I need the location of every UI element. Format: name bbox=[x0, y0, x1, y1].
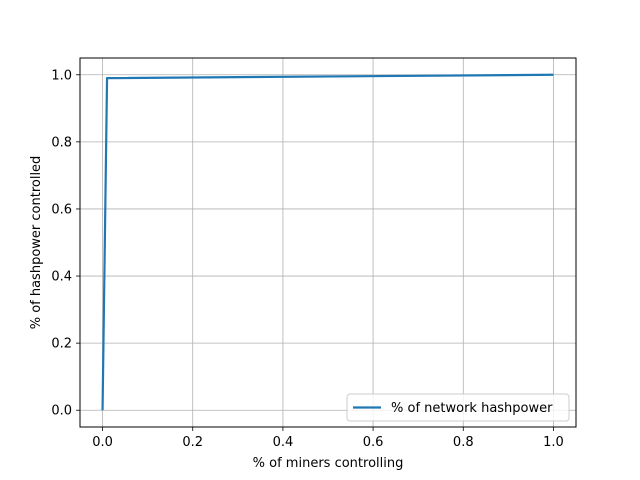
x-axis-label: % of miners controlling bbox=[253, 456, 404, 471]
y-tick-label: 0.8 bbox=[51, 135, 72, 150]
legend-box bbox=[346, 393, 570, 422]
x-tick-label: 0.2 bbox=[182, 435, 203, 450]
x-tick-label: 1.0 bbox=[543, 435, 564, 450]
series-layer bbox=[101, 73, 554, 411]
x-tick-label: 0.6 bbox=[363, 435, 384, 450]
legend: % of network hashpower bbox=[346, 393, 570, 422]
legend-label: % of network hashpower bbox=[391, 401, 553, 416]
y-axis-label: % of hashpower controlled bbox=[29, 156, 44, 330]
grid-layer bbox=[80, 58, 576, 427]
y-tick-label: 1.0 bbox=[51, 68, 72, 83]
x-tick-label: 0.0 bbox=[92, 435, 113, 450]
series-line bbox=[101, 73, 554, 411]
y-tick-label: 0.4 bbox=[51, 270, 72, 285]
ticks-layer: 0.0 0.2 0.4 0.6 0.8 1.0 0.0 0.2 0.4 0.6 0.8 1.0 bbox=[51, 68, 563, 450]
y-tick-label: 0.2 bbox=[51, 337, 72, 352]
plot-frame bbox=[79, 57, 577, 428]
y-tick-label: 0.6 bbox=[51, 202, 72, 217]
y-tick-label: 0.0 bbox=[51, 404, 72, 419]
x-tick-label: 0.4 bbox=[273, 435, 294, 450]
x-tick-label: 0.8 bbox=[453, 435, 474, 450]
